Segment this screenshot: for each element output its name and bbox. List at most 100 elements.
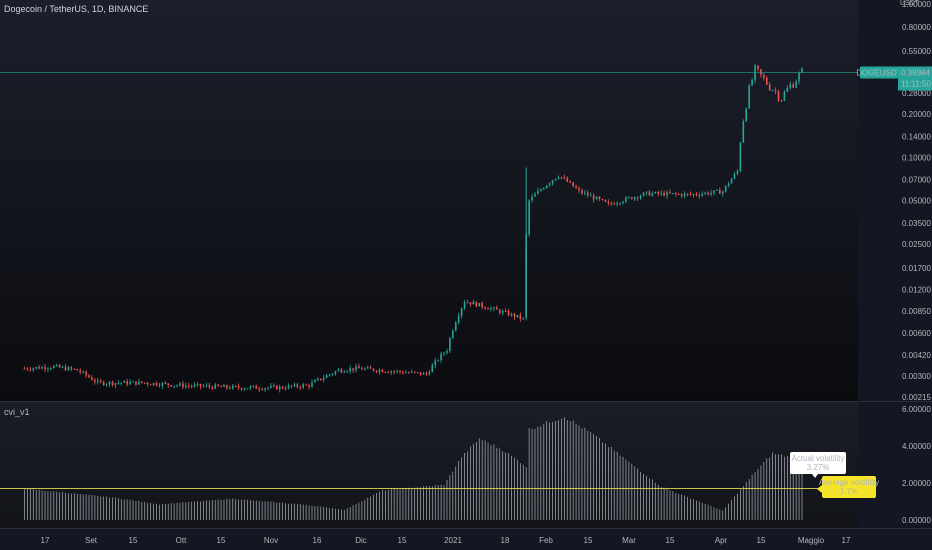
candle-body [305, 384, 307, 386]
time-axis-tick: 15 [217, 536, 226, 545]
candle-body [23, 368, 26, 370]
candle-body [29, 369, 32, 371]
candle-body [120, 382, 123, 384]
candle-body [317, 378, 319, 381]
candle-body [226, 385, 228, 388]
candle-body [249, 386, 252, 389]
candle-body [123, 381, 126, 383]
candle-body [35, 366, 38, 369]
candle-body [660, 192, 662, 194]
price-axis-tick: 0.80000 [902, 23, 931, 32]
candle-body [141, 381, 143, 383]
candle-body [560, 177, 563, 179]
candle-body [780, 100, 783, 102]
price-axis-tick: 0.00600 [902, 329, 931, 338]
candle-body [384, 372, 387, 374]
candle-body [378, 369, 381, 372]
candle-body [636, 197, 639, 199]
candle-body [584, 192, 586, 194]
candle-body [149, 384, 152, 386]
candle-body [551, 180, 554, 184]
candle-body [199, 383, 202, 387]
price-axis-tick: 0.01200 [902, 286, 931, 295]
candle-body [710, 192, 712, 195]
average-volatility-title: Average volatility [819, 478, 879, 487]
candle-body [273, 385, 275, 387]
candle-body [745, 108, 748, 122]
candle-body [522, 317, 525, 319]
candle-body [619, 203, 621, 205]
candle-body [369, 367, 372, 369]
candle-body [366, 367, 369, 369]
candle-body [645, 191, 648, 193]
candle-body [466, 302, 469, 304]
candle-body [707, 192, 709, 195]
candle-body [387, 372, 390, 374]
price-pane[interactable] [0, 0, 858, 401]
time-axis-tick: 17 [842, 536, 851, 545]
candle-body [94, 380, 96, 382]
candle-body [267, 387, 269, 389]
candle-body [501, 311, 504, 313]
time-axis-tick: 15 [129, 536, 138, 545]
price-tag[interactable] [898, 66, 932, 91]
price-axis-tick: 0.00850 [902, 307, 931, 316]
candle-body [108, 381, 111, 385]
volatility-pane[interactable] [0, 402, 858, 528]
candle-body [55, 364, 58, 366]
candle-body [190, 385, 193, 387]
volatility-axis-tick: 0.00000 [902, 516, 931, 525]
candle-body [507, 311, 510, 316]
candle-body [328, 374, 331, 376]
candle-body [695, 194, 698, 196]
candle-body [601, 199, 604, 201]
candle-body [343, 371, 346, 373]
candle-body [196, 383, 199, 385]
candle-body [88, 375, 90, 378]
candle-body [26, 368, 29, 370]
candle-body [719, 189, 721, 194]
candle-body [434, 360, 437, 366]
candle-body [490, 308, 492, 310]
candle-body [428, 372, 431, 375]
average-volatility-value: 1.7% [840, 487, 858, 496]
price-axis-tick: 0.00300 [902, 372, 931, 381]
candle-body [50, 368, 52, 370]
candle-body [349, 368, 351, 372]
candle-body [449, 337, 451, 351]
candle-body [252, 385, 255, 387]
candle-body [616, 203, 618, 205]
candle-body [302, 384, 305, 388]
candle-body [757, 65, 759, 70]
volatility-axis-tick: 6.00000 [902, 405, 931, 414]
symbol-tag[interactable] [860, 66, 898, 79]
candle-body [633, 197, 636, 200]
candle-body [413, 371, 416, 373]
candle-body [765, 77, 768, 85]
currency-label: USDT [900, 0, 920, 7]
candle-body [654, 191, 657, 194]
candle-body [164, 383, 167, 385]
candle-body [713, 190, 715, 193]
candle-body [334, 371, 337, 374]
candle-body [498, 309, 501, 313]
price-axis-tick: 0.05000 [902, 197, 931, 206]
time-axis-tick: 17 [41, 536, 50, 545]
time-axis-tick: 18 [501, 536, 510, 545]
candle-body [299, 386, 302, 388]
candle-body [721, 191, 724, 194]
indicator-title[interactable]: cvi_v1 [4, 407, 30, 417]
candle-body [296, 384, 299, 387]
candle-body [91, 377, 93, 381]
candle-body [152, 382, 155, 385]
candle-body [586, 192, 589, 196]
candle-body [79, 370, 82, 373]
candle-body [408, 372, 410, 374]
candle-body [425, 372, 428, 375]
candle-body [64, 366, 67, 371]
price-axis-tick: 0.07000 [902, 176, 931, 185]
candle-body [460, 308, 463, 316]
candle-body [193, 384, 196, 387]
